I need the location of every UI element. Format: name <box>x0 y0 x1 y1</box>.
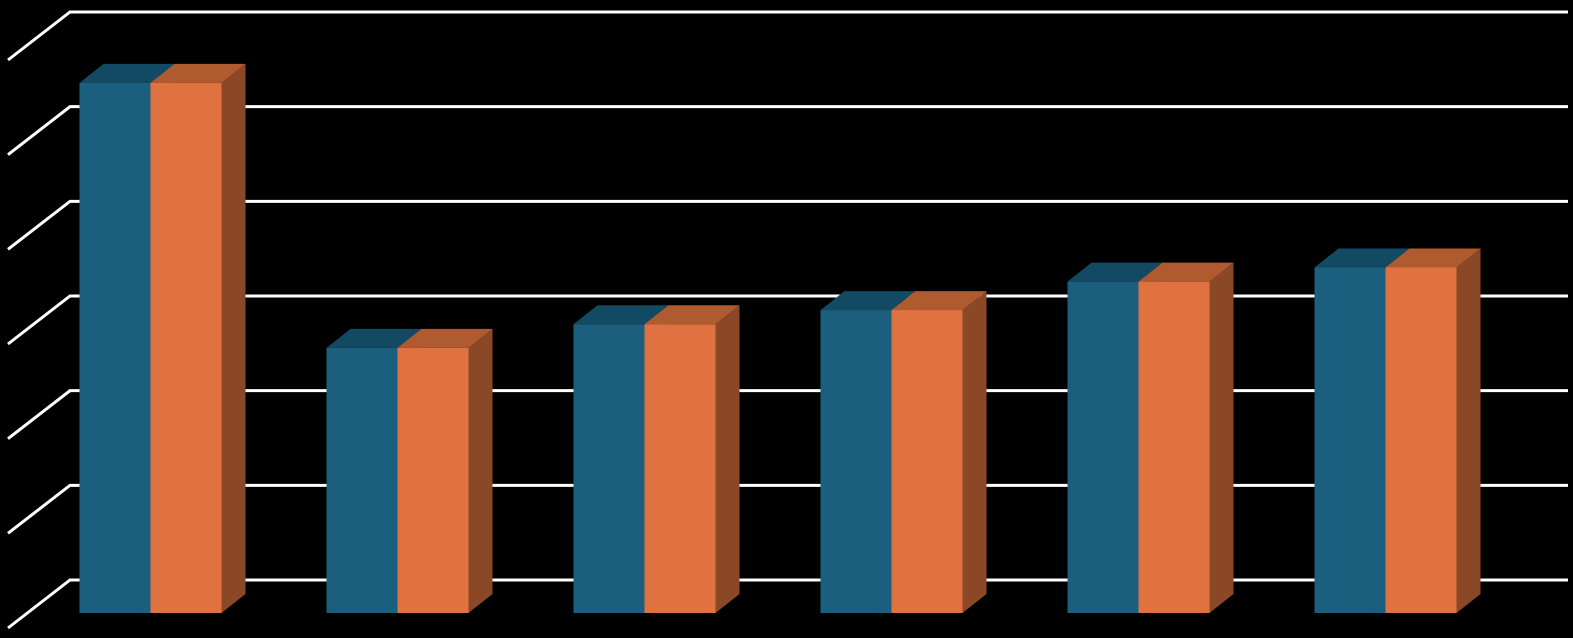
bar-top <box>1138 262 1234 282</box>
bar <box>150 82 222 613</box>
bar-top <box>79 63 175 83</box>
bar-top <box>891 291 987 311</box>
grid-line <box>7 199 1568 251</box>
bar <box>820 310 892 613</box>
bar <box>326 347 398 613</box>
bar-top <box>820 291 916 311</box>
bar-top <box>326 328 422 348</box>
bar <box>644 324 716 613</box>
bar-top <box>150 63 246 83</box>
bar-side <box>962 291 987 613</box>
bar <box>1385 267 1457 613</box>
bar <box>1067 281 1139 613</box>
bar-top <box>573 305 669 325</box>
grid-line <box>7 105 1568 156</box>
bar <box>891 310 963 613</box>
bar-top <box>397 328 493 348</box>
bar-top <box>1314 248 1410 268</box>
bar-side <box>1456 248 1481 613</box>
bar-side <box>468 328 493 613</box>
bar <box>79 82 151 613</box>
bar <box>1314 267 1386 613</box>
bar-side <box>1209 262 1234 613</box>
bar-top <box>644 305 740 325</box>
bar-top <box>1067 262 1163 282</box>
grid-line <box>7 10 1568 62</box>
bar <box>397 347 469 613</box>
bar-top <box>1385 248 1481 268</box>
bar <box>1138 281 1210 613</box>
bar-side <box>221 63 246 614</box>
bar-side <box>715 305 740 613</box>
bar <box>573 324 645 613</box>
